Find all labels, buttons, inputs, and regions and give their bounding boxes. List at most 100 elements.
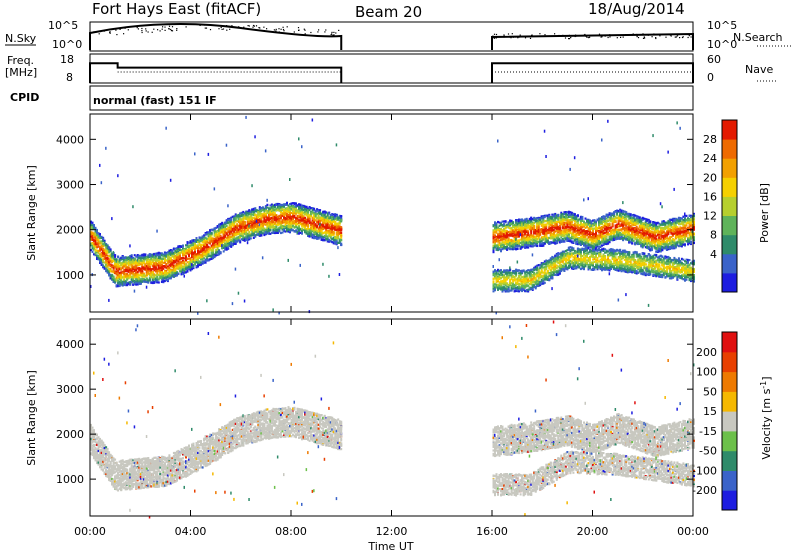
range-cell <box>172 274 175 277</box>
range-cell <box>106 271 109 274</box>
range-cell <box>117 255 120 258</box>
range-cell <box>286 222 288 225</box>
range-cell <box>206 256 209 259</box>
range-cell <box>154 274 157 277</box>
range-cell <box>115 279 118 282</box>
range-cell <box>498 275 501 278</box>
range-cell <box>307 207 310 210</box>
range-cell <box>203 247 206 250</box>
range-cell <box>206 259 209 262</box>
range-cell <box>322 238 325 241</box>
range-cell <box>293 222 296 225</box>
scatter-cell <box>206 299 208 303</box>
range-cell <box>500 243 502 246</box>
range-cell <box>260 222 263 226</box>
range-cell <box>261 215 264 219</box>
range-cell <box>169 277 172 280</box>
range-cell <box>204 255 207 258</box>
range-cell <box>272 226 275 229</box>
range-cell <box>254 235 257 238</box>
range-cell <box>337 231 340 235</box>
range-cell <box>246 235 249 238</box>
range-cell <box>195 246 198 250</box>
range-cell <box>216 230 219 233</box>
range-cell <box>204 246 207 249</box>
range-cell <box>224 239 227 242</box>
range-cell <box>192 240 195 243</box>
range-cell <box>126 259 129 262</box>
range-cell <box>148 269 151 272</box>
range-cell <box>246 211 249 214</box>
range-cell <box>245 225 248 228</box>
range-cell <box>269 225 272 228</box>
range-cell <box>497 270 499 273</box>
range-cell <box>332 218 335 221</box>
range-cell <box>237 217 240 220</box>
range-cell <box>197 262 199 265</box>
range-cell <box>329 230 332 233</box>
range-cell <box>284 221 287 224</box>
range-cell <box>197 258 199 261</box>
range-cell <box>222 240 225 243</box>
range-cell <box>335 222 338 225</box>
range-cell <box>290 219 293 222</box>
range-cell <box>103 249 106 252</box>
range-cell <box>492 274 495 277</box>
range-cell <box>287 230 290 233</box>
range-cell <box>197 241 199 244</box>
range-cell <box>504 236 507 239</box>
range-cell <box>171 252 174 255</box>
range-cell <box>246 238 249 241</box>
range-cell <box>295 230 297 233</box>
range-cell <box>310 232 313 235</box>
range-cell <box>127 275 130 279</box>
scatter-cell <box>299 263 301 267</box>
range-cell <box>313 216 316 219</box>
range-cell <box>492 229 495 232</box>
range-cell <box>307 227 310 230</box>
range-cell <box>504 238 507 241</box>
range-cell <box>498 273 501 276</box>
noise-point <box>109 31 111 33</box>
range-cell <box>177 272 180 276</box>
range-cell <box>103 239 106 242</box>
range-cell <box>497 244 499 248</box>
range-cell <box>503 241 506 244</box>
range-cell <box>501 235 504 238</box>
noise-point <box>253 25 255 27</box>
range-cell <box>501 290 504 293</box>
range-cell <box>302 217 305 220</box>
range-cell <box>194 245 196 248</box>
range-cell <box>492 249 495 252</box>
range-cell <box>317 231 320 234</box>
range-cell <box>338 226 341 229</box>
range-cell <box>198 253 201 256</box>
range-cell <box>94 252 97 255</box>
range-cell <box>279 211 282 214</box>
range-cell <box>210 255 213 258</box>
range-cell <box>258 220 261 223</box>
range-cell <box>224 236 227 239</box>
range-cell <box>289 218 291 221</box>
range-cell <box>501 288 504 291</box>
range-cell <box>319 236 322 239</box>
range-cell <box>182 259 184 262</box>
range-cell <box>313 224 316 227</box>
noise-point <box>674 36 676 38</box>
range-cell <box>153 278 156 281</box>
range-cell <box>234 242 237 245</box>
range-cell <box>266 206 269 209</box>
range-cell <box>335 215 338 218</box>
range-cell <box>102 252 105 255</box>
range-cell <box>105 257 108 260</box>
range-cell <box>166 268 169 271</box>
range-cell <box>222 231 225 234</box>
range-cell <box>295 210 297 213</box>
range-cell <box>105 264 108 267</box>
range-cell <box>245 229 248 232</box>
range-cell <box>228 221 231 224</box>
range-cell <box>142 272 145 275</box>
range-cell <box>171 261 174 265</box>
range-cell <box>322 221 325 224</box>
range-cell <box>139 267 142 270</box>
